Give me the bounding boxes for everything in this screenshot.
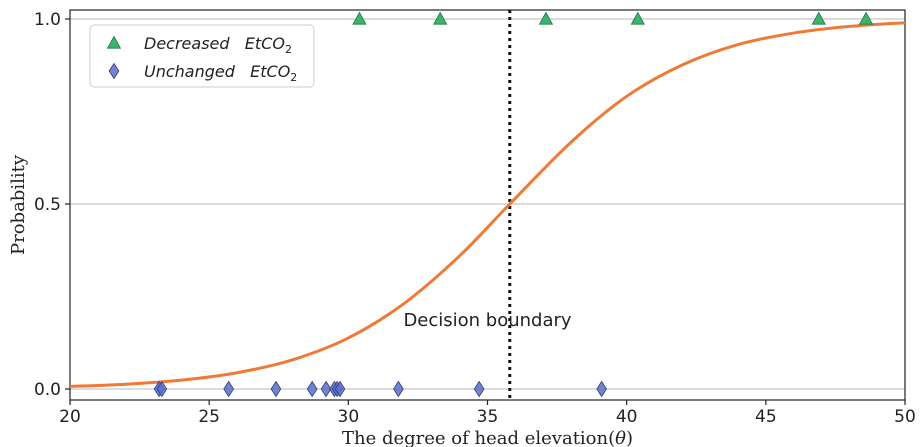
y-axis-label: Probability <box>8 154 29 255</box>
grid-lines <box>70 18 905 390</box>
y-axis-ticks: 0.0 0.5 1.0 <box>34 10 70 400</box>
legend-decreased-marker <box>106 35 122 49</box>
unchanged-point <box>334 380 346 398</box>
unchanged-point <box>596 380 607 398</box>
legend-label-decreased: Decreased EtCO2 <box>144 34 292 56</box>
legend-unchanged-marker <box>108 62 120 80</box>
x-tick-label: 50 <box>894 407 916 427</box>
x-axis-ticks: 20 25 30 35 40 45 50 <box>59 400 916 427</box>
y-tick-label: 1.0 <box>34 10 61 30</box>
legend-label-unchanged: Unchanged EtCO2 <box>144 62 297 84</box>
decreased-point <box>630 11 645 25</box>
x-tick-label: 20 <box>59 407 81 427</box>
x-tick-label: 35 <box>477 407 499 427</box>
unchanged-point <box>270 380 282 398</box>
y-tick-label: 0.0 <box>34 380 61 400</box>
unchanged-point <box>473 380 485 398</box>
x-tick-label: 30 <box>338 407 360 427</box>
data-points <box>153 11 874 398</box>
decreased-point <box>538 11 554 25</box>
y-tick-label: 0.5 <box>34 195 61 215</box>
unchanged-point <box>306 380 318 398</box>
x-axis-label: The degree of head elevation(θ) <box>342 428 633 447</box>
unchanged-point <box>320 380 332 398</box>
x-tick-label: 40 <box>616 407 638 427</box>
decreased-point <box>352 11 367 25</box>
decision-boundary-label: Decision boundary <box>403 310 571 331</box>
logistic-curve <box>69 21 906 388</box>
legend-box <box>89 24 315 88</box>
unchanged-point <box>156 380 168 398</box>
decreased-point <box>811 11 826 25</box>
decreased-point <box>433 11 448 25</box>
decreased-point <box>858 11 874 25</box>
unchanged-point <box>223 380 235 398</box>
x-tick-label: 25 <box>198 407 220 427</box>
legend: Decreased EtCO2 Unchanged EtCO2 <box>89 24 315 88</box>
unchanged-point <box>393 380 404 398</box>
x-tick-label: 45 <box>755 407 777 427</box>
